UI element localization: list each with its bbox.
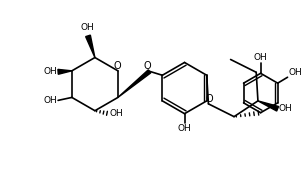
Polygon shape <box>58 69 72 74</box>
Text: O: O <box>113 61 121 71</box>
Text: OH: OH <box>110 109 124 118</box>
Text: OH: OH <box>289 68 302 77</box>
Text: OH: OH <box>178 124 191 133</box>
Text: O: O <box>144 61 152 71</box>
Text: OH: OH <box>43 96 57 105</box>
Polygon shape <box>118 70 151 97</box>
Polygon shape <box>258 101 278 111</box>
Text: OH: OH <box>279 104 292 113</box>
Polygon shape <box>86 35 95 58</box>
Text: OH: OH <box>80 23 94 33</box>
Text: O: O <box>206 94 213 104</box>
Text: OH: OH <box>254 53 268 62</box>
Text: OH: OH <box>43 67 57 76</box>
